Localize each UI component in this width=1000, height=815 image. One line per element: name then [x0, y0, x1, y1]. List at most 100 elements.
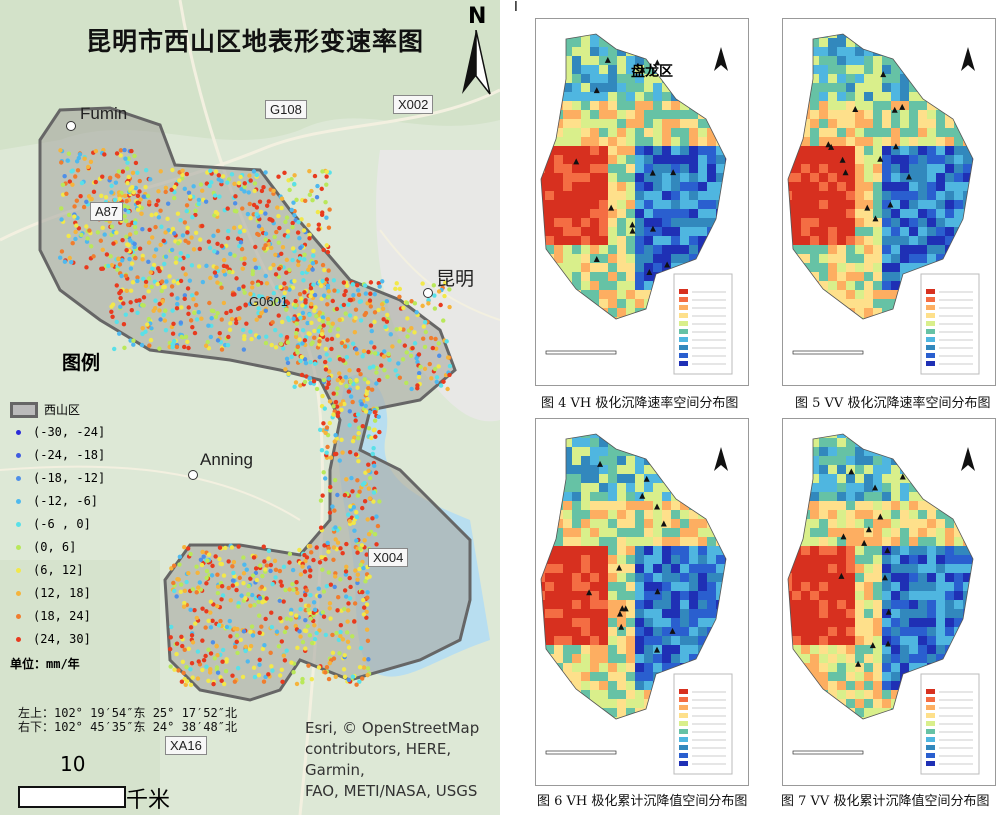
- deformation-point: [156, 189, 161, 194]
- deformation-point: [337, 651, 342, 656]
- deformation-point: [257, 630, 262, 635]
- deformation-point: [206, 618, 211, 624]
- deformation-point: [307, 574, 313, 579]
- deformation-point: [345, 608, 351, 613]
- deformation-point: [79, 232, 84, 238]
- deformation-point: [207, 670, 213, 675]
- deformation-point: [297, 256, 303, 261]
- deformation-point: [333, 433, 338, 438]
- deformation-point: [365, 672, 370, 678]
- deformation-point: [149, 326, 154, 331]
- station-triangle-icon: [597, 460, 604, 467]
- deformation-point: [348, 504, 353, 509]
- deformation-point: [326, 570, 331, 575]
- deformation-point: [289, 607, 294, 613]
- deformation-point: [384, 319, 390, 324]
- deformation-point: [327, 661, 332, 666]
- deformation-point: [447, 363, 453, 369]
- deformation-point: [214, 643, 219, 649]
- deformation-point: [342, 653, 347, 658]
- scale-bar: [18, 786, 126, 808]
- deformation-point: [122, 203, 127, 209]
- deformation-point: [301, 315, 306, 320]
- deformation-point: [283, 285, 289, 291]
- deformation-point: [326, 320, 331, 326]
- deformation-point: [121, 301, 126, 306]
- deformation-point: [279, 639, 285, 644]
- deformation-point: [169, 284, 175, 289]
- deformation-point: [188, 607, 193, 613]
- deformation-point: [328, 582, 334, 587]
- deformation-point: [366, 468, 371, 474]
- deformation-point: [232, 253, 237, 258]
- deformation-point: [283, 219, 288, 225]
- deformation-point: [298, 315, 303, 321]
- deformation-point: [224, 657, 229, 662]
- deformation-point: [270, 320, 275, 325]
- station-triangle-icon: [852, 105, 859, 112]
- deformation-point: [305, 623, 310, 629]
- deformation-point: [169, 566, 174, 571]
- deformation-point: [100, 247, 105, 253]
- deformation-point: [133, 255, 138, 261]
- deformation-point: [271, 188, 276, 194]
- deformation-point: [128, 288, 134, 293]
- deformation-point: [184, 171, 190, 177]
- deformation-point: [172, 667, 177, 672]
- deformation-point: [317, 354, 322, 360]
- deformation-point: [341, 280, 347, 285]
- deformation-point: [279, 196, 285, 201]
- legend-class-label: (0, 6]: [33, 540, 77, 554]
- deformation-point: [57, 255, 63, 260]
- station-triangle-icon: [865, 526, 872, 533]
- deformation-point: [178, 320, 184, 325]
- deformation-point: [338, 629, 343, 635]
- deformation-point: [324, 583, 330, 589]
- deformation-point: [109, 309, 114, 314]
- deformation-point: [260, 573, 265, 579]
- deformation-point: [148, 177, 153, 182]
- deformation-point: [261, 679, 267, 684]
- deformation-point: [376, 377, 382, 383]
- deformation-point: [155, 198, 161, 203]
- deformation-point: [379, 302, 385, 307]
- deformation-point: [325, 337, 330, 342]
- deformation-point: [223, 668, 229, 674]
- deformation-point: [190, 675, 195, 680]
- deformation-point: [219, 597, 224, 602]
- deformation-point: [415, 359, 420, 365]
- deformation-point: [172, 588, 177, 594]
- deformation-point: [183, 238, 188, 244]
- deformation-point: [294, 321, 299, 326]
- deformation-point: [153, 212, 159, 217]
- deformation-point: [177, 178, 182, 183]
- deformation-point: [362, 377, 368, 382]
- deformation-point: [297, 629, 302, 634]
- deformation-point: [234, 639, 239, 644]
- deformation-point: [431, 283, 437, 288]
- deformation-point: [219, 285, 224, 290]
- deformation-point: [447, 304, 452, 310]
- deformation-point: [254, 577, 260, 583]
- deformation-point: [358, 645, 364, 651]
- deformation-point: [442, 293, 447, 299]
- deformation-point: [226, 559, 231, 564]
- deformation-point: [343, 311, 348, 316]
- deformation-point: [257, 199, 263, 204]
- deformation-point: [333, 574, 338, 579]
- deformation-point: [268, 568, 273, 574]
- deformation-point: [244, 567, 249, 572]
- deformation-point: [149, 284, 154, 289]
- deformation-point: [271, 262, 276, 268]
- deformation-point: [232, 208, 238, 214]
- deformation-point: [266, 548, 272, 554]
- deformation-point: [186, 571, 191, 576]
- deformation-point: [113, 180, 119, 185]
- deformation-point: [356, 368, 361, 373]
- deformation-point: [114, 283, 119, 288]
- deformation-point: [416, 374, 422, 380]
- deformation-point: [368, 291, 373, 296]
- deformation-point: [327, 207, 332, 212]
- deformation-point: [352, 329, 358, 335]
- deformation-point: [95, 230, 101, 235]
